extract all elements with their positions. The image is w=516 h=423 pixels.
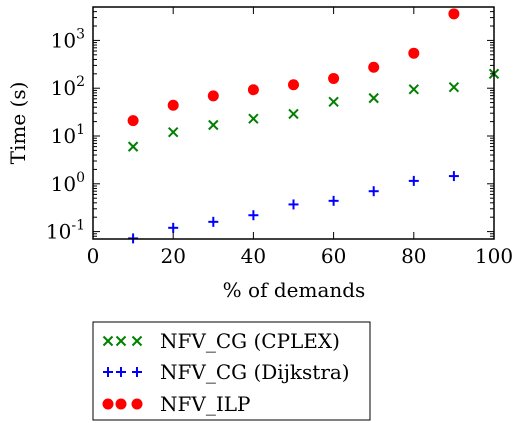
- x-tick-label: 20: [160, 244, 185, 268]
- y-tick-label: 100: [51, 170, 85, 196]
- data-point: [408, 47, 420, 59]
- legend-label: NFV_ILP: [160, 392, 250, 416]
- marker-stroke: [368, 92, 379, 104]
- legend-marker: [131, 335, 143, 347]
- data-point: [288, 79, 299, 91]
- marker-stroke: [102, 335, 114, 347]
- x-tick-label: 80: [401, 244, 426, 268]
- legend-marker: [115, 335, 127, 347]
- data-point: [167, 127, 179, 138]
- marker-stroke: [248, 113, 259, 124]
- data-point: [167, 99, 179, 111]
- marker-stroke: [167, 127, 179, 138]
- marker-stroke: [127, 141, 139, 152]
- legend-marker: [115, 398, 127, 410]
- y-tick-label: 102: [51, 74, 85, 100]
- data-point: [208, 119, 219, 131]
- marker-stroke: [408, 84, 420, 95]
- data-point: [207, 90, 219, 102]
- data-point: [368, 92, 379, 104]
- marker-stroke: [448, 81, 460, 93]
- y-tick-label: 101: [51, 122, 85, 148]
- legend-marker: [102, 335, 114, 347]
- y-axis-label: Time (s): [6, 82, 30, 165]
- data-point: [208, 216, 219, 227]
- data-point: [368, 61, 380, 73]
- x-tick-label: 40: [241, 244, 266, 268]
- legend-label: NFV_CG (Dijkstra): [160, 360, 350, 384]
- axes: 0 20 40 60 80 100 10-1 100 101 102 103: [46, 6, 513, 268]
- legend-item: NFV_CG (Dijkstra): [103, 360, 350, 384]
- data-point: [247, 84, 259, 96]
- y-tick-label: 103: [51, 26, 85, 52]
- data-point: [448, 171, 459, 182]
- data-point: [408, 175, 419, 186]
- legend-marker: [132, 367, 142, 377]
- plot-area: [92, 6, 495, 240]
- data-point: [288, 199, 299, 210]
- marker-stroke: [115, 335, 127, 347]
- data-point: [448, 81, 460, 93]
- data-point: [328, 72, 340, 84]
- series-1: [127, 68, 500, 152]
- series-2: [128, 171, 459, 244]
- marker-stroke: [288, 108, 299, 120]
- data-point: [168, 222, 179, 233]
- data-point: [127, 115, 139, 127]
- data-point: [408, 84, 420, 95]
- data-marks: [127, 8, 500, 244]
- data-point: [368, 186, 379, 197]
- legend-marker: [116, 367, 126, 377]
- legend-item: NFV_ILP: [102, 392, 250, 416]
- legend: NFV_CG (CPLEX) NFV_CG (Dijkstra) NFV_ILP: [92, 321, 371, 421]
- legend-marker: [103, 367, 113, 377]
- marker-stroke: [208, 119, 219, 131]
- data-point: [248, 113, 259, 124]
- data-point: [288, 108, 299, 120]
- data-point: [127, 141, 139, 152]
- marker-stroke: [131, 335, 143, 347]
- y-tick-label: 10-1: [46, 218, 85, 244]
- series-3: [127, 8, 460, 127]
- data-point: [448, 8, 460, 20]
- legend-item: NFV_CG (CPLEX): [102, 329, 340, 353]
- legend-marker: [102, 398, 114, 410]
- marker-stroke: [328, 96, 339, 107]
- x-tick-label: 100: [475, 244, 513, 268]
- x-tick-label: 60: [321, 244, 346, 268]
- data-point: [328, 96, 339, 107]
- data-point: [248, 210, 259, 221]
- data-point: [328, 195, 339, 206]
- legend-label: NFV_CG (CPLEX): [160, 329, 340, 353]
- legend-marker: [131, 398, 143, 410]
- x-axis-label: % of demands: [223, 278, 366, 302]
- x-tick-label: 0: [87, 244, 100, 268]
